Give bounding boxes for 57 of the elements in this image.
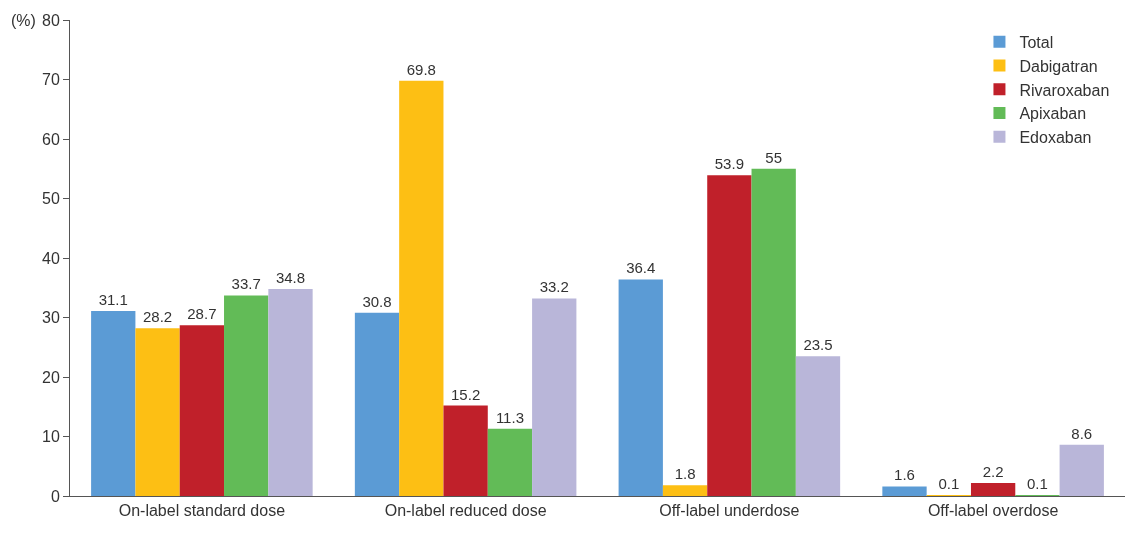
bar	[532, 298, 577, 496]
bar	[135, 328, 180, 496]
data-label: 1.8	[674, 465, 696, 483]
legend-label: Total	[1019, 33, 1054, 51]
data-label: 31.1	[98, 290, 128, 308]
y-axis-title: (%)	[11, 12, 36, 29]
data-label: 28.7	[187, 305, 217, 323]
y-tick-label: 70	[42, 71, 60, 89]
bar	[882, 486, 927, 496]
data-label: 2.2	[982, 462, 1004, 480]
data-label: 23.5	[803, 336, 833, 354]
data-label: 0.1	[1027, 475, 1048, 492]
bar	[224, 295, 269, 496]
bar	[662, 485, 708, 496]
data-label: 33.7	[231, 275, 261, 293]
bar	[91, 310, 136, 496]
bar	[487, 428, 533, 496]
y-tick-label: 50	[42, 190, 60, 208]
bar	[443, 405, 488, 496]
bar	[179, 325, 225, 496]
bar	[268, 288, 313, 496]
legend-label: Rivaroxaban	[1019, 81, 1110, 99]
y-tick-label: 0	[50, 487, 60, 505]
data-label: 53.9	[714, 155, 744, 173]
y-tick-label: 30	[42, 309, 60, 327]
data-label: 15.2	[451, 385, 481, 403]
x-tick-label: On-label standard dose	[118, 502, 286, 520]
y-tick-label: 40	[42, 249, 60, 267]
data-label: 34.8	[275, 268, 306, 286]
data-label: 0.1	[938, 475, 960, 492]
data-label: 36.4	[626, 259, 656, 277]
data-label: 55	[765, 148, 783, 166]
bar	[751, 168, 796, 496]
legend-label: Edoxaban	[1019, 129, 1092, 147]
y-tick-label: 80	[42, 11, 60, 29]
bar	[354, 312, 400, 496]
bar	[399, 80, 444, 496]
legend-label: Dabigatran	[1019, 57, 1098, 75]
data-label: 11.3	[495, 408, 524, 426]
bar	[707, 175, 752, 496]
bar	[618, 279, 663, 496]
data-label: 8.6	[1071, 424, 1093, 442]
data-label: 30.8	[362, 292, 392, 310]
data-label: 1.6	[894, 466, 915, 484]
y-tick-label: 60	[42, 130, 60, 148]
bar	[795, 356, 841, 496]
bar	[970, 482, 1016, 496]
data-label: 69.8	[406, 60, 436, 78]
legend-label: Apixaban	[1019, 105, 1087, 123]
y-tick-label: 20	[42, 368, 60, 386]
data-label: 33.2	[539, 278, 569, 296]
bar	[1059, 444, 1104, 496]
x-tick-label: Off-label underdose	[659, 502, 800, 520]
y-tick-label: 10	[42, 428, 60, 446]
x-tick-label: Off-label overdose	[927, 502, 1059, 520]
x-tick-label: On-label reduced dose	[384, 502, 547, 520]
data-label: 28.2	[142, 308, 173, 326]
